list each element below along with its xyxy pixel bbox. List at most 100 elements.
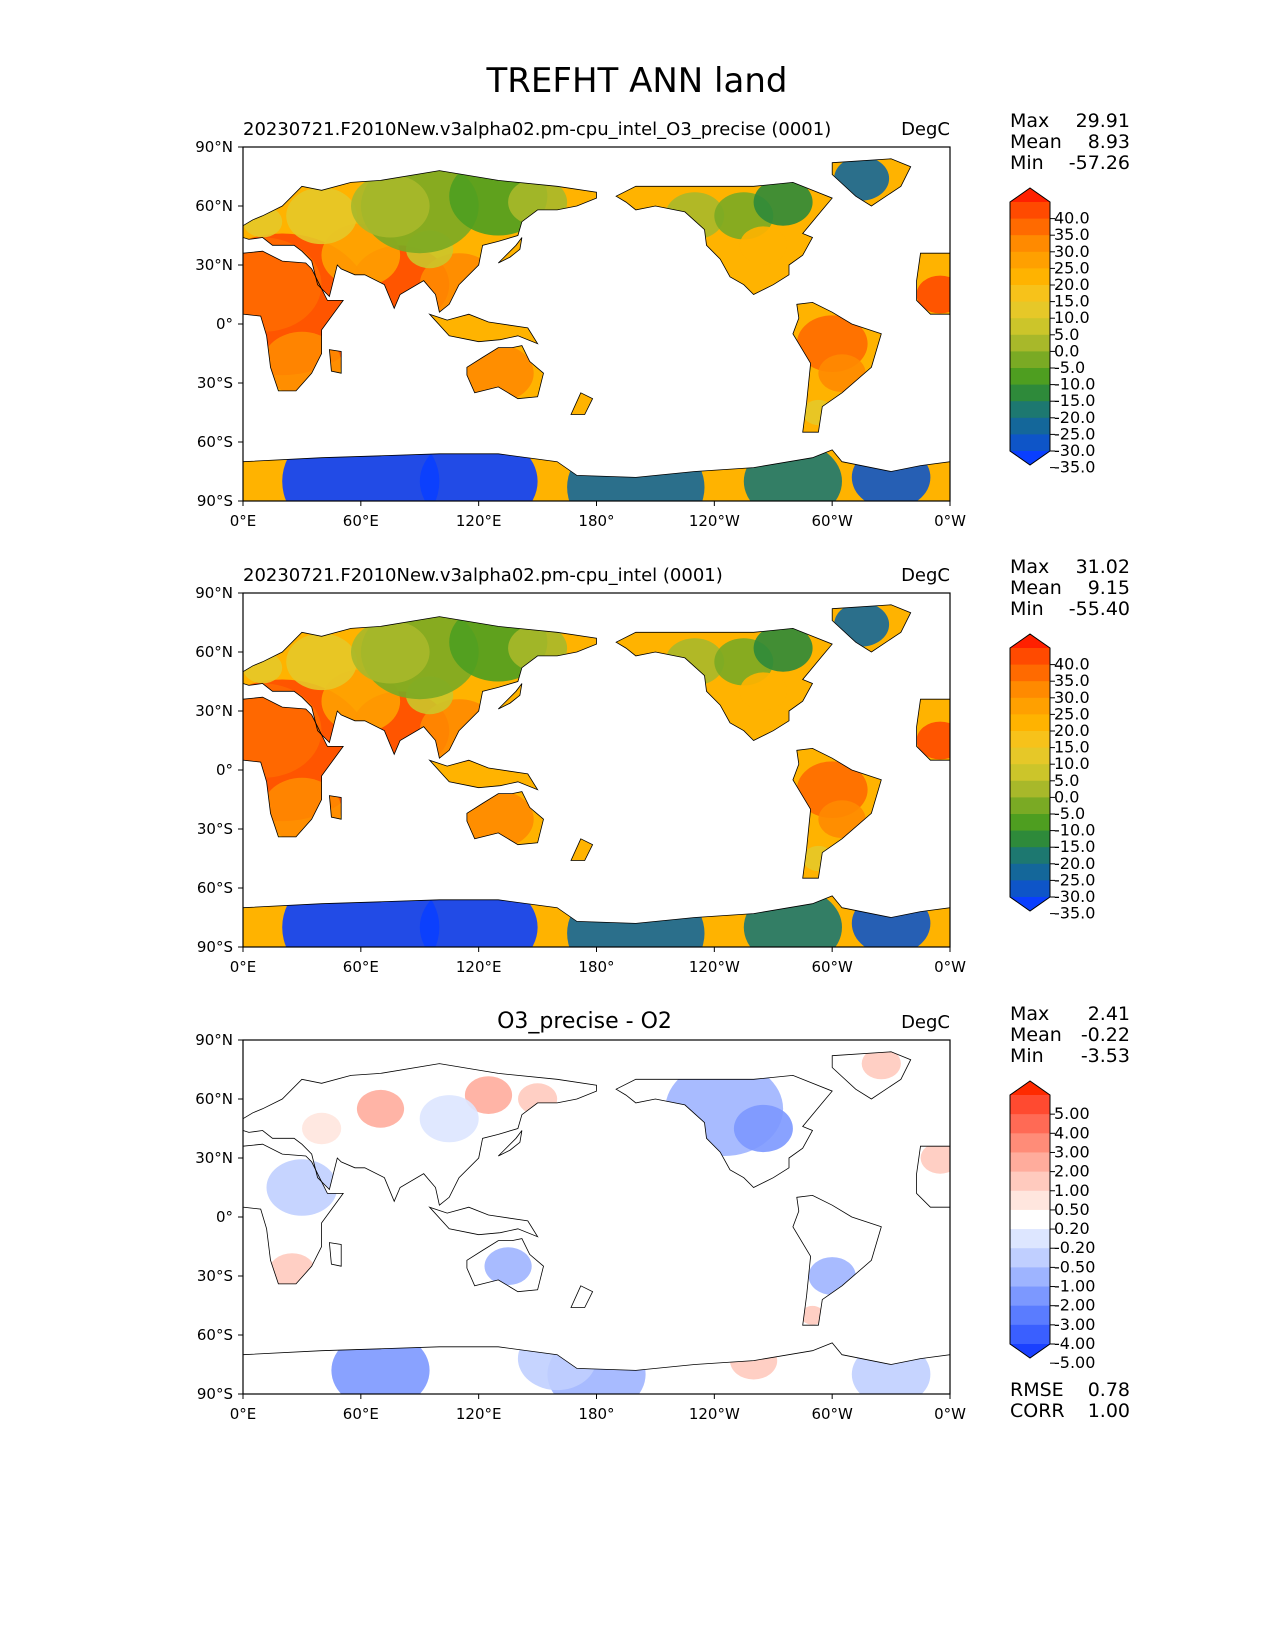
colorbar-segment <box>1010 384 1050 402</box>
coastline-madagascar <box>328 349 342 374</box>
field-cell <box>266 1159 338 1216</box>
field-cell <box>464 1076 513 1114</box>
colorbar-segment <box>1010 1267 1050 1288</box>
field-cell <box>508 624 568 672</box>
stat-label-min: Min <box>1010 598 1044 620</box>
x-tick-label: 0°W <box>934 958 966 976</box>
stat-label-corr: CORR <box>1010 1400 1065 1422</box>
colorbar-max-extension <box>1010 1081 1050 1095</box>
colorbar-tick-label: 35.0 <box>1054 225 1090 244</box>
colorbar-tick-label: -10.0 <box>1054 375 1095 394</box>
y-tick-label: 30°N <box>195 256 233 274</box>
field-cell <box>419 1095 479 1143</box>
field-cell <box>818 354 866 393</box>
coastline-africa <box>242 250 344 392</box>
stat-value-min: -57.26 <box>1069 152 1130 174</box>
colorbar-tick-label: 2.00 <box>1054 1162 1090 1181</box>
colorbar-tick-label: 0.50 <box>1054 1200 1090 1219</box>
y-tick-label: 60°N <box>195 643 233 661</box>
colorbar-tick-label: 40.0 <box>1054 209 1090 228</box>
x-tick-label: 0°E <box>230 1405 257 1423</box>
colorbar-tick-label: -3.00 <box>1054 1315 1095 1334</box>
colorbar-segment <box>1010 1114 1050 1134</box>
coastline-indonesia <box>428 313 539 345</box>
x-tick-label: 120°W <box>689 958 740 976</box>
y-tick-label: 0° <box>216 1208 233 1226</box>
colorbar-tick-label: -5.0 <box>1054 358 1085 377</box>
coastline-newZealand <box>570 1285 594 1308</box>
field-cell <box>739 672 788 711</box>
colorbar-tick-label: -25.0 <box>1054 870 1095 889</box>
coastline-madagascar <box>328 795 342 820</box>
coastline-greenland <box>831 604 912 653</box>
field-cell <box>262 777 342 841</box>
colorbar-segment <box>1010 1190 1050 1211</box>
stat-value-max: 2.41 <box>1088 1003 1130 1025</box>
field-cell <box>508 178 568 226</box>
y-tick-label: 60°S <box>197 1326 233 1344</box>
field-cell <box>753 624 813 672</box>
field-cell <box>818 800 866 839</box>
colorbar-segment <box>1010 1133 1050 1153</box>
coastline-indonesia <box>428 1206 539 1238</box>
coastline-australia <box>466 791 544 846</box>
colorbar-tick-label: -0.50 <box>1054 1257 1095 1276</box>
colorbar-tick-label: -10.0 <box>1054 821 1095 840</box>
colorbar-tick-label: 1.00 <box>1054 1181 1090 1200</box>
coastline-japan <box>498 683 523 710</box>
x-tick-label: 120°W <box>689 1405 740 1423</box>
coastline-africa <box>242 696 344 838</box>
field-cell <box>733 1104 793 1153</box>
x-tick-label: 180° <box>578 958 614 976</box>
colorbar-segment <box>1010 847 1050 865</box>
field-cell <box>356 1089 405 1128</box>
panel-title: O3_precise - O2 <box>497 1009 672 1034</box>
x-tick-label: 60°W <box>811 512 853 530</box>
coastline-japan <box>498 1130 523 1157</box>
y-tick-label: 90°N <box>195 584 233 602</box>
stat-label-mean: Mean <box>1010 131 1062 153</box>
field-cell <box>802 399 835 426</box>
coastline-greenland <box>831 158 912 207</box>
panel-3: O3_precise - O2 DegC 0°E 60°E 120°E 180° 120°W… <box>195 1003 1130 1423</box>
stat-value-mean: 8.93 <box>1088 131 1130 153</box>
y-tick-label: 60°N <box>195 1090 233 1108</box>
stat-label-min: Min <box>1010 1045 1044 1067</box>
colorbar-segment <box>1010 780 1050 798</box>
stat-value-corr: 1.00 <box>1088 1400 1130 1422</box>
land-base <box>243 1051 950 1394</box>
colorbar-tick-label: -5.00 <box>1054 1353 1095 1372</box>
field-cell <box>743 888 843 947</box>
colorbar-segment <box>1010 664 1050 682</box>
colorbar-tick-label: 0.0 <box>1054 341 1079 360</box>
stat-label-min: Min <box>1010 152 1044 174</box>
figure-title: TREFHT ANN land <box>486 61 788 101</box>
colorbar-segment <box>1010 401 1050 419</box>
field-cell <box>262 331 342 395</box>
panel-title: 20230721.F2010New.v3alpha02.pm-cpu_intel… <box>243 119 831 140</box>
colorbar-segment <box>1010 218 1050 236</box>
field-cell <box>286 633 357 691</box>
colorbar-tick-label: -0.20 <box>1054 1238 1095 1257</box>
colorbar-tick-label: 30.0 <box>1054 242 1090 261</box>
colorbar-tick-label: -2.00 <box>1054 1296 1095 1315</box>
stat-label-mean: Mean <box>1010 577 1062 599</box>
coastline-northAmerica <box>615 181 833 295</box>
colorbar-tick-label: 25.0 <box>1054 258 1090 277</box>
field-cell <box>743 442 843 501</box>
colorbar-min-extension <box>1010 897 1050 911</box>
panel-units: DegC <box>901 119 950 140</box>
field-cell <box>808 1257 856 1295</box>
field-cell <box>302 1112 342 1145</box>
coastline-southAmerica <box>792 1194 882 1326</box>
colorbar-segment <box>1010 1152 1050 1173</box>
colorbar-tick-label: -15.0 <box>1054 837 1095 856</box>
x-tick-label: 60°E <box>343 1405 379 1423</box>
field-cell <box>462 790 534 848</box>
x-tick-label: 0°E <box>230 958 257 976</box>
colorbar-segment <box>1010 863 1050 881</box>
coastline-northAmerica <box>615 627 833 741</box>
colorbar-segment <box>1010 434 1050 452</box>
colorbar: 5.004.003.002.001.000.500.20-0.20-0.50-1… <box>1009 1080 1095 1372</box>
coastline-australia <box>466 345 544 400</box>
